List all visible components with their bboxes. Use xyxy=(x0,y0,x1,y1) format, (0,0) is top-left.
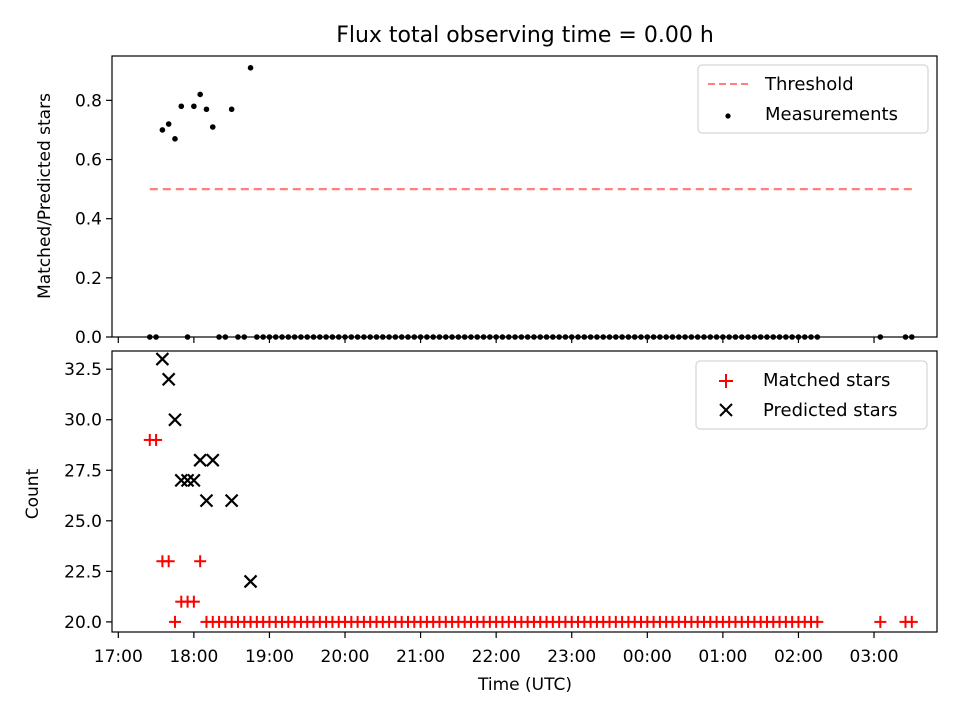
x-tick-label: 19:00 xyxy=(245,647,294,667)
x-tick-label: 18:00 xyxy=(169,647,218,667)
top-y-tick-label: 0.6 xyxy=(75,151,102,171)
measurement-point xyxy=(203,106,210,113)
measurement-point xyxy=(197,91,203,98)
top-legend: Threshold Measurements xyxy=(697,64,929,134)
bottom-y-axis-label: Count xyxy=(23,468,43,519)
top-axes-frame xyxy=(111,55,938,338)
predicted-star-point xyxy=(187,473,201,488)
predicted-star-point xyxy=(224,493,239,508)
bottom-axes-frame xyxy=(111,350,938,633)
predicted-star-stroke-b xyxy=(161,372,176,387)
legend-matched-label: Matched stars xyxy=(763,370,890,391)
matched-star-point xyxy=(874,615,887,628)
matched-star-point xyxy=(168,615,181,628)
measurement-point xyxy=(209,124,216,130)
legend-threshold-label: Threshold xyxy=(764,74,854,95)
bottom-y-tick-label: 25.0 xyxy=(64,512,102,532)
top-y-tick-label: 0.2 xyxy=(75,269,102,289)
matched-star-point xyxy=(162,555,175,568)
predicted-star-point xyxy=(155,352,170,366)
bottom-y-tick-label: 27.5 xyxy=(64,461,102,481)
x-tick-label: 01:00 xyxy=(698,647,747,667)
x-tick-label: 03:00 xyxy=(850,647,899,667)
top-y-axis-label: Matched/Predicted stars xyxy=(35,93,55,299)
predicted-star-stroke-b xyxy=(174,473,189,488)
matched-star-point xyxy=(194,555,207,568)
predicted-star-stroke-b xyxy=(168,412,182,427)
legend-predicted-swatch xyxy=(719,403,733,417)
x-tick-label: 23:00 xyxy=(547,647,596,667)
predicted-star-point xyxy=(161,372,176,387)
bottom-y-ticks: 20.0 22.5 25.0 27.5 30.0 32.5 xyxy=(64,360,112,633)
predicted-star-point xyxy=(205,453,220,467)
predicted-star-stroke-b xyxy=(205,453,220,467)
matched-star-point xyxy=(150,433,163,446)
x-tick-label: 21:00 xyxy=(396,647,445,667)
predicted-star-stroke-b xyxy=(199,493,214,508)
predicted-star-stroke-b xyxy=(187,473,201,488)
x-axis-label: Time (UTC) xyxy=(477,675,572,695)
predicted-star-point xyxy=(180,473,195,488)
top-panel: 0.00.20.40.60.8 Matched/Predicted stars … xyxy=(35,55,938,348)
bottom-y-tick-label: 30.0 xyxy=(64,411,102,431)
x-tick-label: 00:00 xyxy=(623,647,672,667)
x-tick-label: 17:00 xyxy=(94,647,143,667)
bottom-y-tick-label: 32.5 xyxy=(64,360,102,380)
x-tick-label: 02:00 xyxy=(774,647,823,667)
predicted-star-stroke-b xyxy=(155,352,170,366)
predicted-star-point xyxy=(193,453,207,467)
bottom-y-tick-label: 20.0 xyxy=(64,613,102,633)
x-tick-label: 22:00 xyxy=(472,647,521,667)
measurement-point xyxy=(247,65,254,71)
legend-matched-swatch xyxy=(719,374,733,388)
top-x-ticks xyxy=(117,337,875,343)
x-tick-label: 20:00 xyxy=(321,647,370,667)
bottom-marks xyxy=(143,352,918,628)
measurement-point xyxy=(165,121,172,127)
predicted-star-point xyxy=(243,574,258,589)
matched-star-point xyxy=(905,615,918,628)
matched-star-point xyxy=(811,615,824,628)
predicted-star-point xyxy=(174,473,189,488)
bottom-legend: Matched stars Predicted stars xyxy=(695,360,928,430)
top-y-tick-label: 0.8 xyxy=(75,91,102,111)
predicted-star-stroke-b xyxy=(224,493,239,508)
matched-star-point xyxy=(187,595,200,608)
measurement-point xyxy=(228,106,235,113)
bottom-y-tick-label: 22.5 xyxy=(64,562,102,582)
predicted-star-stroke-b xyxy=(193,453,207,467)
bottom-panel: 20.0 22.5 25.0 27.5 30.0 32.5 17:00 18:00 19:00… xyxy=(23,350,938,695)
measurement-point xyxy=(172,136,178,142)
predicted-star-point xyxy=(199,493,214,508)
legend-measurements-swatch xyxy=(725,113,731,119)
legend-predicted-label: Predicted stars xyxy=(763,400,897,421)
predicted-star-stroke-b xyxy=(243,574,258,589)
top-y-tick-label: 0.0 xyxy=(75,328,102,348)
predicted-star-stroke-b xyxy=(180,473,195,488)
predicted-star-point xyxy=(168,412,182,427)
legend-measurements-label: Measurements xyxy=(765,104,898,125)
measurement-point xyxy=(159,127,166,133)
measurement-point xyxy=(191,103,197,110)
measurement-point xyxy=(178,103,185,110)
top-y-ticks: 0.0 0.2 0.4 0.6 0.8 xyxy=(75,91,112,348)
figure-title: Flux total observing time = 0.00 h xyxy=(336,23,714,48)
top-y-tick-label: 0.4 xyxy=(75,210,102,230)
bottom-x-ticks: 17:00 18:00 19:00 20:00 21:00 22:00 23:00 00:00… xyxy=(94,632,899,667)
